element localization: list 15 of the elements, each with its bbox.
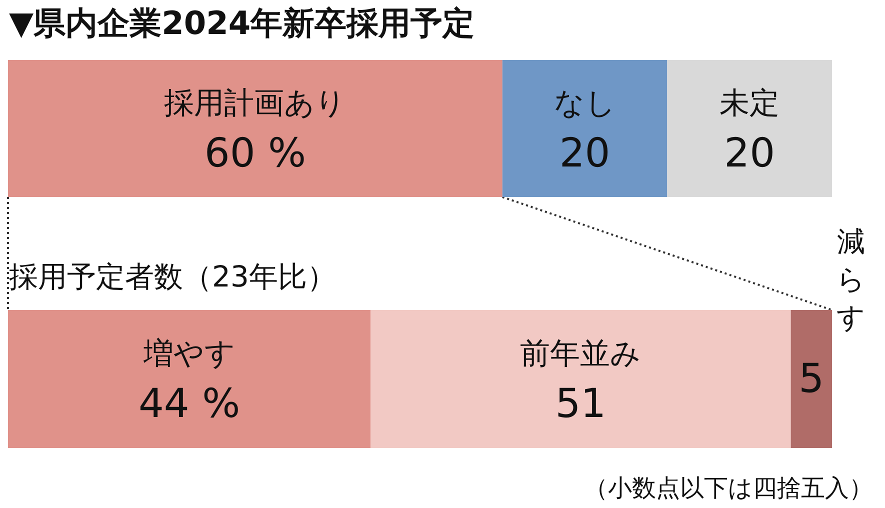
- chart-title: 採用予定者数（23年比）: [9, 260, 336, 294]
- text: （小数点以下は四捨五入）: [584, 473, 873, 504]
- data-label: 20: [559, 130, 610, 176]
- data-label: 51: [555, 381, 606, 427]
- data-label: 20: [724, 130, 776, 176]
- data-label: 60 %: [204, 130, 306, 176]
- series-label: 減らす: [836, 224, 866, 336]
- series-label: なし: [554, 86, 616, 121]
- series-label: 前年並み: [520, 336, 642, 372]
- series-label: 増やす: [142, 336, 236, 372]
- series-label: 未定: [720, 86, 780, 121]
- data-label: 44 %: [138, 381, 240, 427]
- data-label: 5: [798, 356, 824, 402]
- series-label: 採用計画あり: [164, 86, 346, 121]
- chart-title: ▼県内企業2024年新卒採用予定: [9, 4, 475, 42]
